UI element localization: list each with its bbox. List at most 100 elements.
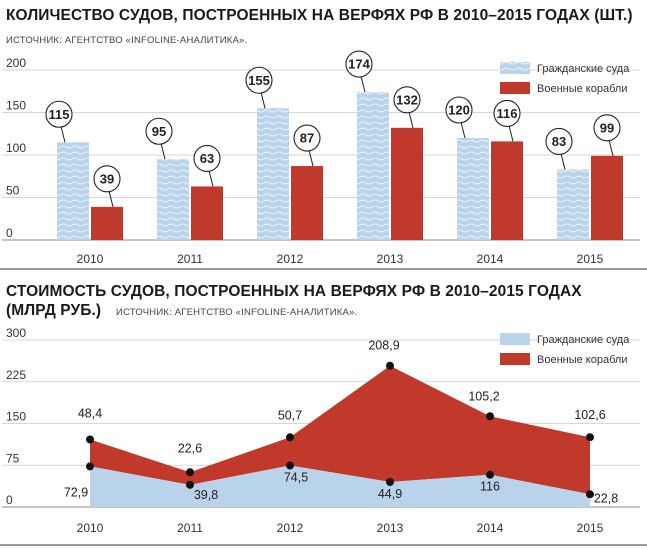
chart1-bubble-pointer (208, 170, 214, 187)
chart2-xtick-label: 2014 (477, 521, 504, 535)
chart1-bubble (145, 117, 173, 145)
chart1-xtick-label: 2011 (177, 252, 203, 266)
chart1-bubble-pointer (108, 190, 114, 207)
chart1-title: КОЛИЧЕСТВО СУДОВ, ПОСТРОЕННЫХ НА ВЕРФЯХ … (6, 7, 633, 24)
chart1-bar-civil (257, 108, 289, 240)
chart1-value-label-civil: 115 (49, 107, 70, 122)
chart2-point-civil (386, 478, 394, 487)
chart2-value-label-military: 50,7 (278, 408, 302, 422)
chart1-value-label-civil: 174 (348, 57, 370, 72)
chart2-ytick-label: 75 (6, 451, 20, 465)
chart2-xtick-label: 2011 (177, 521, 203, 535)
chart1-bar-civil (357, 92, 389, 240)
chart1-bar-military (291, 166, 323, 240)
chart1-bar-military (391, 127, 423, 240)
chart1-bubble (45, 100, 73, 128)
chart1-legend-swatch-military (500, 82, 530, 94)
chart2-point-civil (486, 470, 494, 479)
chart2-value-label-military: 22,6 (178, 441, 202, 455)
chart2-point-military (586, 433, 594, 442)
chart1-bubble (493, 99, 521, 127)
chart2-legend-swatch-military (500, 353, 530, 365)
chart1-value-label-military: 63 (200, 151, 214, 166)
chart2-value-label-civil: 44,9 (378, 487, 402, 501)
chart2-point-civil (586, 490, 594, 499)
chart1-value-label-military: 39 (100, 171, 114, 186)
chart1-value-label-civil: 83 (552, 134, 566, 149)
chart2-legend-swatch-civil (500, 333, 530, 345)
chart1-bubble-pointer (560, 153, 566, 170)
chart2-value-label-military: 208,9 (368, 339, 399, 353)
chart1-bubble (93, 165, 121, 193)
chart2-point-civil (86, 462, 94, 471)
chart1-value-label-military: 132 (396, 92, 418, 107)
chart1-bubble-pointer (60, 126, 66, 143)
chart2-area-civil (90, 465, 590, 507)
chart1-bubble (293, 124, 321, 152)
chart1-bar-civil (157, 159, 189, 240)
chart2-value-label-civil: 116 (480, 480, 500, 494)
chart1-xtick-label: 2014 (477, 252, 504, 266)
chart2-xtick-label: 2013 (377, 521, 404, 535)
chart2-point-military (86, 435, 94, 444)
chart2-title-line2: (МЛРД РУБ.) (6, 302, 102, 319)
chart2-ytick-label: 225 (6, 368, 26, 382)
chart1-bubble-pointer (308, 149, 314, 167)
chart1-bubble (193, 144, 221, 172)
chart2-value-label-civil: 39,8 (194, 488, 218, 502)
chart2-value-label-military: 48,4 (78, 406, 102, 420)
chart1-legend-label-military: Военные корабли (537, 83, 627, 95)
chart1-bar-civil (557, 169, 589, 240)
chart1-bar-military (191, 186, 223, 240)
chart2-xtick-label: 2012 (277, 521, 304, 535)
chart2-value-label-civil: 72,9 (64, 485, 88, 499)
chart1-bubble-pointer (608, 139, 614, 156)
chart1-bubble (393, 86, 421, 114)
chart1-legend-swatch-civil (500, 62, 530, 74)
chart2-value-label-military: 102,6 (574, 408, 605, 422)
chart1-xtick-label: 2010 (77, 252, 104, 266)
chart2-value-label-military: 105,2 (468, 389, 499, 403)
chart1-bubble-pointer (460, 121, 466, 139)
chart2-source: ИСТОЧНИК: АГЕНТСТВО «INFOLINE-АНАЛИТИКА»… (116, 307, 358, 318)
chart1-xtick-label: 2012 (277, 252, 304, 266)
chart1-bubble (245, 66, 273, 94)
chart1-source: ИСТОЧНИК: АГЕНТСТВО «INFOLINE-АНАЛИТИКА»… (6, 35, 248, 46)
chart2-xtick-label: 2010 (77, 521, 104, 535)
chart1-bar-military (91, 206, 123, 240)
chart1-bar-civil (57, 142, 89, 240)
chart1-bubble-pointer (408, 111, 414, 128)
chart1-ytick-label: 0 (6, 226, 13, 240)
chart1-bubble (445, 96, 473, 124)
chart2-legend-label-civil: Гражданские суда (537, 334, 630, 346)
chart1-ytick-label: 150 (6, 99, 26, 113)
chart1-bubble (545, 127, 573, 155)
chart2-ytick-label: 150 (6, 410, 26, 424)
chart1-bar-chart: 0 50 100 150 200 2010 115 39 2011 95 63 2012 155 87 20… (0, 50, 647, 270)
chart1-value-label-civil: 120 (448, 103, 470, 118)
chart2-legend-label-military: Военные корабли (537, 354, 627, 366)
chart1-value-label-civil: 95 (152, 124, 166, 139)
chart2-ytick-label: 300 (6, 326, 26, 340)
chart1-ytick-label: 100 (6, 141, 26, 155)
chart1-value-label-military: 116 (497, 106, 518, 121)
chart2-value-label-civil: 22,8 (594, 491, 618, 505)
chart1-value-label-military: 87 (300, 131, 314, 146)
chart1-xtick-label: 2015 (577, 252, 604, 266)
chart1-bubble-pointer (508, 125, 514, 142)
chart1-bubble-pointer (160, 143, 166, 160)
chart2-point-military (186, 468, 194, 477)
chart2-point-military (486, 412, 494, 421)
chart2-point-civil (186, 480, 194, 489)
chart2-ytick-label: 0 (6, 493, 13, 507)
chart1-bubble (593, 114, 621, 142)
chart1-ytick-label: 50 (6, 184, 20, 198)
chart1-bubble (345, 50, 373, 78)
chart1-xtick-label: 2013 (377, 252, 404, 266)
chart1-legend-label-civil: Гражданские суда (537, 63, 630, 75)
chart2-point-military (386, 361, 394, 370)
chart2-point-military (286, 433, 294, 442)
chart1-bar-military (591, 155, 623, 240)
chart1-value-label-civil: 155 (248, 73, 270, 88)
